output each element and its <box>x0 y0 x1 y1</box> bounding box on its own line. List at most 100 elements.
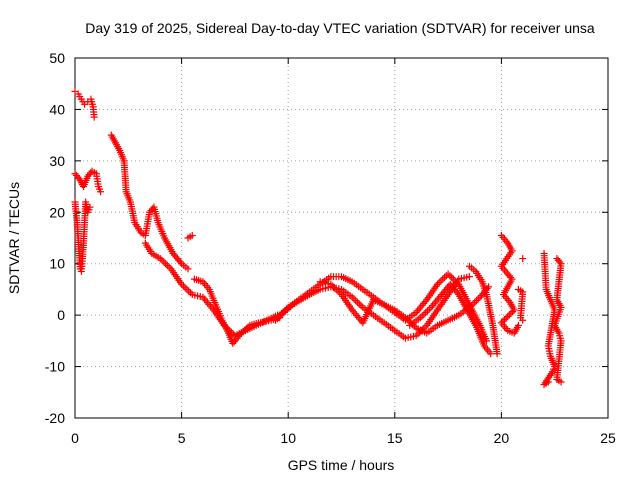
series-trace-a <box>71 87 98 121</box>
x-tick-label: 20 <box>494 430 510 446</box>
data-point <box>176 258 184 266</box>
data-point <box>242 325 250 333</box>
data-point <box>504 312 512 320</box>
data-point <box>474 295 482 303</box>
series-trace-i <box>316 278 493 337</box>
data-point <box>185 287 193 295</box>
data-point <box>465 273 473 281</box>
y-axis-label: SDTVAR / TECUs <box>6 182 22 294</box>
data-point <box>244 323 252 331</box>
series-trace-d <box>107 131 192 273</box>
x-tick-label: 15 <box>387 430 403 446</box>
x-tick-label: 25 <box>600 430 616 446</box>
data-point <box>493 350 501 358</box>
data-point <box>282 305 290 313</box>
data-point <box>357 302 365 310</box>
series-trace-o <box>551 255 565 386</box>
data-point <box>501 316 509 324</box>
y-tick-label: -10 <box>45 359 65 375</box>
data-point <box>97 188 105 196</box>
data-point <box>86 203 94 211</box>
series-trace-b <box>71 167 105 196</box>
data-point <box>273 315 281 323</box>
series-trace-f <box>184 231 284 347</box>
data-point <box>74 173 82 181</box>
data-point <box>160 258 168 266</box>
series-trace-n <box>540 249 559 389</box>
y-tick-label: -20 <box>45 410 65 426</box>
data-point <box>350 295 358 303</box>
data-point <box>448 273 456 281</box>
x-tick-label: 5 <box>178 430 186 446</box>
x-tick-label: 10 <box>280 430 296 446</box>
y-tick-label: 0 <box>57 307 65 323</box>
data-point <box>485 283 493 291</box>
data-point <box>505 311 513 319</box>
series-trace-l <box>497 231 522 337</box>
grid <box>75 58 608 418</box>
data-point <box>473 297 481 305</box>
data-point <box>435 279 443 287</box>
data-point <box>237 329 245 337</box>
data-point <box>487 350 495 358</box>
plot-frame <box>74 57 609 419</box>
axis-ticks: 0 5 10 15 20 25 -20 -10 0 10 20 30 40 50 <box>45 50 616 446</box>
data-point <box>556 258 564 266</box>
data-point <box>420 310 428 318</box>
y-tick-label: 10 <box>49 256 65 272</box>
data-point <box>179 282 187 290</box>
data-point <box>236 331 244 339</box>
data-point <box>163 261 171 269</box>
data-point <box>441 273 449 281</box>
y-tick-label: 50 <box>49 50 65 66</box>
data-point <box>444 270 452 278</box>
data-point <box>239 328 247 336</box>
data-point <box>90 113 98 121</box>
data-point <box>330 284 338 292</box>
data-point <box>181 284 189 292</box>
series-trace-k <box>465 262 501 358</box>
data-point <box>277 310 285 318</box>
series-trace-c <box>71 198 94 275</box>
x-tick-label: 0 <box>71 430 79 446</box>
data-point <box>271 316 279 324</box>
data-point <box>446 272 454 280</box>
series-trace-g <box>271 273 473 342</box>
data-point <box>519 316 527 324</box>
data-point <box>188 231 196 239</box>
data-point <box>353 298 361 306</box>
data-point <box>482 337 490 345</box>
series-trace-j <box>406 280 495 358</box>
data-point <box>279 308 287 316</box>
data-point <box>352 297 360 305</box>
data-point <box>183 285 191 293</box>
data-point <box>510 306 518 314</box>
data-point <box>509 308 517 316</box>
data-point <box>453 289 461 297</box>
data-point <box>437 277 445 285</box>
data-point <box>514 321 522 329</box>
data-point <box>162 260 170 268</box>
data-points <box>71 87 565 389</box>
data-point <box>507 309 515 317</box>
data-point <box>423 307 431 315</box>
data-point <box>557 378 565 386</box>
data-point <box>502 314 510 322</box>
x-axis-label: GPS time / hours <box>288 457 395 473</box>
series-trace-m <box>514 255 527 324</box>
data-point <box>184 265 192 273</box>
data-point <box>355 300 363 308</box>
chart-title: Day 319 of 2025, Sidereal Day-to-day VTE… <box>85 20 595 36</box>
data-point <box>241 326 249 334</box>
data-point <box>418 312 426 320</box>
data-point <box>165 263 173 271</box>
y-tick-label: 30 <box>49 153 65 169</box>
y-tick-label: 20 <box>49 204 65 220</box>
series-trace-h <box>276 270 490 345</box>
data-point <box>281 307 289 315</box>
data-point <box>425 305 433 313</box>
data-point <box>276 311 284 319</box>
data-point <box>439 275 447 283</box>
data-point <box>544 378 552 386</box>
